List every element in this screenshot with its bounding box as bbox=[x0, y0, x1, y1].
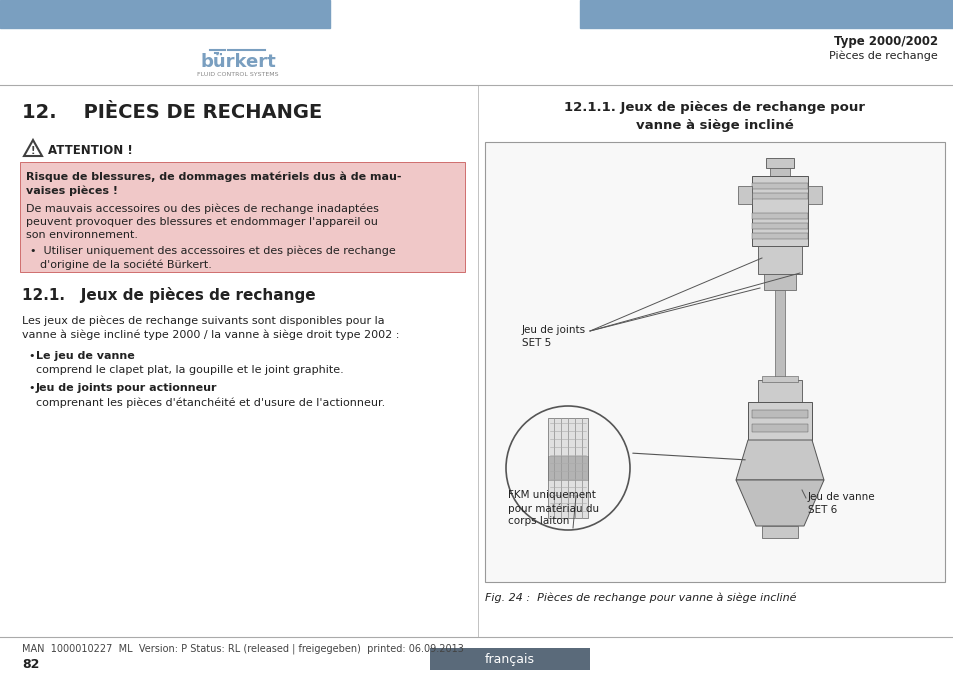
Bar bbox=[751, 424, 807, 432]
Bar bbox=[747, 402, 811, 440]
Text: FLUID CONTROL SYSTEMS: FLUID CONTROL SYSTEMS bbox=[197, 71, 278, 77]
Polygon shape bbox=[735, 440, 823, 480]
Bar bbox=[765, 158, 793, 168]
Bar bbox=[20, 162, 464, 272]
Text: Jeu de joints: Jeu de joints bbox=[521, 325, 585, 335]
Bar bbox=[751, 193, 807, 199]
Bar bbox=[758, 380, 801, 402]
Polygon shape bbox=[735, 480, 823, 526]
Bar bbox=[484, 142, 944, 582]
Bar bbox=[751, 223, 807, 229]
Text: FKM uniquement: FKM uniquement bbox=[507, 490, 596, 500]
Bar bbox=[751, 410, 807, 418]
Bar bbox=[761, 376, 797, 382]
Text: Le jeu de vanne: Le jeu de vanne bbox=[36, 351, 134, 361]
Text: •  Utiliser uniquement des accessoires et des pièces de rechange: • Utiliser uniquement des accessoires et… bbox=[30, 246, 395, 256]
Text: comprenant les pièces d'étanchéité et d'usure de l'actionneur.: comprenant les pièces d'étanchéité et d'… bbox=[36, 397, 385, 407]
Text: !: ! bbox=[30, 146, 35, 156]
Text: Jeu de joints pour actionneur: Jeu de joints pour actionneur bbox=[36, 383, 217, 393]
Text: MAN  1000010227  ML  Version: P Status: RL (released | freigegeben)  printed: 06: MAN 1000010227 ML Version: P Status: RL … bbox=[22, 644, 463, 655]
Text: pour matériau du: pour matériau du bbox=[507, 503, 598, 513]
Text: Pièces de rechange: Pièces de rechange bbox=[828, 50, 937, 61]
Text: ATTENTION !: ATTENTION ! bbox=[48, 143, 132, 157]
Text: •: • bbox=[28, 383, 34, 393]
Text: SET 5: SET 5 bbox=[521, 338, 551, 348]
Text: Type 2000/2002: Type 2000/2002 bbox=[833, 36, 937, 48]
Text: corps laiton: corps laiton bbox=[507, 516, 569, 526]
Bar bbox=[751, 183, 807, 189]
Text: Risque de blessures, de dommages matériels dus à de mau-: Risque de blessures, de dommages matérie… bbox=[26, 172, 401, 182]
Bar bbox=[579, 0, 953, 28]
Bar bbox=[774, 290, 784, 380]
Text: vanne à siège incliné type 2000 / la vanne à siège droit type 2002 :: vanne à siège incliné type 2000 / la van… bbox=[22, 329, 399, 339]
Bar bbox=[430, 648, 589, 670]
Text: d'origine de la société Bürkert.: d'origine de la société Bürkert. bbox=[40, 259, 212, 269]
Bar bbox=[751, 176, 807, 246]
Text: bürkert: bürkert bbox=[200, 53, 275, 71]
Text: vanne à siège incliné: vanne à siège incliné bbox=[636, 118, 793, 131]
Text: SET 6: SET 6 bbox=[807, 505, 837, 515]
Bar bbox=[758, 246, 801, 274]
Bar bbox=[547, 418, 587, 518]
Text: Les jeux de pièces de rechange suivants sont disponibles pour la: Les jeux de pièces de rechange suivants … bbox=[22, 315, 384, 326]
Text: comprend le clapet plat, la goupille et le joint graphite.: comprend le clapet plat, la goupille et … bbox=[36, 365, 343, 375]
Text: De mauvais accessoires ou des pièces de rechange inadaptées: De mauvais accessoires ou des pièces de … bbox=[26, 204, 378, 215]
Text: vaises pièces !: vaises pièces ! bbox=[26, 186, 118, 197]
Text: 12.    PIÈCES DE RECHANGE: 12. PIÈCES DE RECHANGE bbox=[22, 102, 322, 122]
Text: français: français bbox=[484, 653, 535, 666]
Bar bbox=[547, 456, 587, 480]
Text: 82: 82 bbox=[22, 658, 39, 671]
Text: Fig. 24 :  Pièces de rechange pour vanne à siège incliné: Fig. 24 : Pièces de rechange pour vanne … bbox=[484, 593, 796, 603]
Text: 12.1.1. Jeux de pièces de rechange pour: 12.1.1. Jeux de pièces de rechange pour bbox=[564, 102, 864, 114]
Bar bbox=[761, 526, 797, 538]
Bar bbox=[769, 168, 789, 176]
Text: son environnement.: son environnement. bbox=[26, 230, 138, 240]
Text: 12.1.   Jeux de pièces de rechange: 12.1. Jeux de pièces de rechange bbox=[22, 287, 315, 303]
Bar bbox=[807, 186, 821, 204]
Text: •: • bbox=[28, 351, 34, 361]
Text: Jeu de vanne: Jeu de vanne bbox=[807, 492, 875, 502]
Bar bbox=[751, 233, 807, 239]
Bar bbox=[0, 0, 330, 28]
Bar bbox=[763, 274, 795, 290]
Bar bbox=[738, 186, 751, 204]
Bar bbox=[751, 213, 807, 219]
Text: peuvent provoquer des blessures et endommager l'appareil ou: peuvent provoquer des blessures et endom… bbox=[26, 217, 377, 227]
